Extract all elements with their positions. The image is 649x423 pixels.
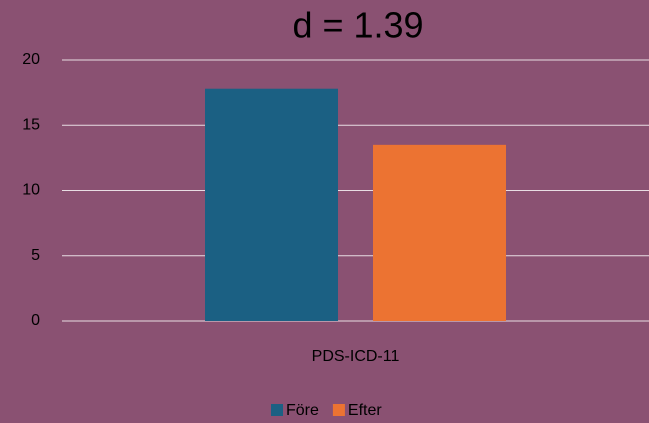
y-tick-label: 0 [31, 312, 40, 329]
y-tick-label: 20 [22, 51, 40, 68]
legend-swatch [271, 404, 283, 416]
bar [373, 144, 506, 321]
y-tick-label: 15 [22, 116, 40, 133]
x-tick-label: PDS-ICD-11 [312, 348, 400, 365]
bar [205, 88, 338, 322]
legend-label: Före [286, 402, 319, 419]
chart-title: d = 1.39 [292, 5, 423, 46]
y-tick-label: 5 [31, 247, 40, 264]
legend-swatch [332, 404, 345, 416]
legend-label: Efter [348, 402, 382, 419]
y-tick-label: 10 [22, 182, 40, 199]
